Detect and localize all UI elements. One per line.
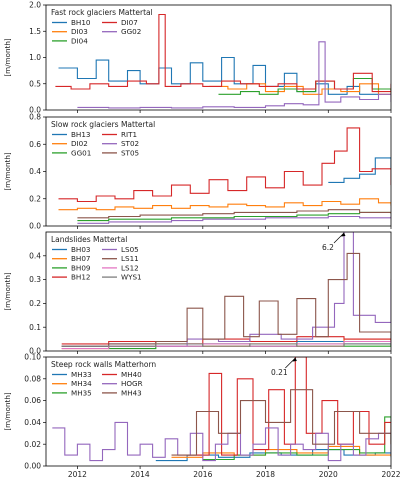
- y-axis-label: [m/month]: [3, 152, 12, 191]
- x-tick-label: 2018: [256, 470, 275, 477]
- y-tick-label: 0.5: [29, 79, 41, 88]
- series-line-gg02: [77, 41, 391, 109]
- panel-2: 0.0 0.2 0.4 0.6 0.8 [m/month] Slow rock glacie…: [3, 113, 392, 231]
- legend-label-mh34: MH34: [71, 379, 92, 388]
- y-tick-label: 0.04: [24, 418, 41, 427]
- y-tick-label: 0.0: [29, 106, 41, 115]
- series-line-di07: [55, 13, 391, 93]
- legend-label-bh10: BH10: [71, 18, 91, 27]
- panel-title: Slow rock glaciers Mattertal: [51, 120, 155, 129]
- panel-4: 0.00 0.02 0.04 0.06 0.08 0.10 2012 2014 2016 2018…: [3, 353, 400, 477]
- plot-frame: [45, 231, 392, 352]
- x-tick-label: 2022: [381, 470, 400, 477]
- y-tick-label: 0.00: [24, 462, 41, 471]
- panel-title: Steep rock walls Matterhorn: [51, 360, 156, 369]
- series-line-mh40: [187, 357, 391, 456]
- y-tick-label: 0.0: [29, 222, 41, 231]
- series-group: [55, 13, 391, 109]
- y-tick-label: 2.0: [29, 1, 41, 10]
- annotation-label: 6.2: [322, 243, 334, 252]
- y-tick-label: 1.0: [29, 53, 41, 62]
- legend-label-di03: DI03: [71, 27, 88, 36]
- panel-1: 0.0 0.5 1.0 1.5 2.0 [m/month] Fast rock glacie…: [3, 1, 392, 115]
- series-line-di02: [58, 198, 391, 211]
- annotation-arrow-line: [333, 232, 345, 244]
- y-tick-label: 0.02: [24, 440, 41, 449]
- legend-label-di07: DI07: [121, 18, 138, 27]
- y-tick-label: 0.8: [29, 113, 41, 122]
- legend-label-ls05: LS05: [121, 245, 139, 254]
- panel-title: Fast rock glaciers Mattertal: [51, 8, 153, 17]
- legend-label-bh09: BH09: [71, 263, 91, 272]
- legend-label-wys1: WYS1: [121, 273, 142, 282]
- y-tick-label: 0.2: [29, 299, 41, 308]
- legend-label-mh35: MH35: [71, 388, 92, 397]
- series-line-gg01: [77, 211, 391, 222]
- legend-label-bh07: BH07: [71, 254, 90, 263]
- annotation-arrow-head: [292, 357, 297, 362]
- panel-title: Landslides Mattertal: [51, 235, 127, 244]
- y-tick-label: 0.10: [24, 353, 41, 362]
- annotation-label: 0.21: [271, 368, 288, 377]
- legend-label-mh33: MH33: [71, 370, 92, 379]
- series-group: [52, 357, 391, 462]
- y-tick-label: 0.1: [29, 323, 41, 332]
- y-axis-label: [m/month]: [3, 38, 12, 77]
- legend-label-ls12: LS12: [121, 263, 139, 272]
- y-tick-label: 0.4: [29, 167, 41, 176]
- y-tick-label: 1.5: [29, 27, 41, 36]
- series-line-wys1: [61, 343, 391, 347]
- x-tick-label: 2014: [131, 470, 150, 477]
- series-group: [61, 232, 391, 350]
- series-line-mh43: [171, 389, 391, 456]
- legend-label-di02: DI02: [71, 139, 88, 148]
- series-line-hogr: [52, 421, 391, 462]
- legend-label-gg02: GG02: [121, 27, 141, 36]
- legend-label-st05: ST05: [121, 148, 139, 157]
- y-tick-label: 0.3: [29, 275, 41, 284]
- x-tick-label: 2016: [193, 470, 212, 477]
- series-line-bh12: [61, 336, 391, 345]
- series-line-st02: [77, 215, 391, 224]
- y-tick-label: 0.2: [29, 194, 41, 203]
- series-line-bh13: [328, 157, 391, 183]
- legend-label-bh03: BH03: [71, 245, 90, 254]
- y-tick-label: 0.06: [24, 396, 41, 405]
- legend-label-gg01: GG01: [71, 148, 91, 157]
- legend-label-st02: ST02: [121, 139, 139, 148]
- legend-label-hogr: HOGR: [121, 379, 143, 388]
- y-tick-label: 0.0: [29, 347, 41, 356]
- y-tick-label: 0.08: [24, 374, 41, 383]
- series-line-st05: [77, 209, 391, 219]
- y-axis-label: [m/month]: [3, 272, 12, 311]
- legend-label-bh13: BH13: [71, 130, 90, 139]
- series-line-ls11: [61, 252, 391, 347]
- legend-label-mh43: MH43: [121, 388, 142, 397]
- legend-label-ls11: LS11: [121, 254, 139, 263]
- series-line-mh34: [171, 445, 391, 458]
- legend-label-bh12: BH12: [71, 273, 90, 282]
- y-tick-label: 0.4: [29, 251, 41, 260]
- y-axis-label: [m/month]: [3, 392, 12, 431]
- annotation-arrow-head: [340, 232, 346, 237]
- legend-label-mh40: MH40: [121, 370, 142, 379]
- panel-3: 0.0 0.1 0.2 0.3 0.4 [m/month] Landslides Matte…: [3, 231, 392, 356]
- x-tick-label: 2012: [68, 470, 87, 477]
- plot-frame: [45, 356, 392, 467]
- series-group: [58, 127, 391, 224]
- legend-label-di04: DI04: [71, 36, 88, 45]
- series-line-rit1: [58, 127, 391, 203]
- series-line-di04: [218, 77, 391, 95]
- x-tick-label: 2020: [319, 470, 338, 477]
- annotation-arrow-line: [285, 357, 296, 369]
- y-tick-label: 0.6: [29, 140, 41, 149]
- series-line-ls12: [61, 340, 391, 350]
- legend-label-rit1: RIT1: [121, 130, 137, 139]
